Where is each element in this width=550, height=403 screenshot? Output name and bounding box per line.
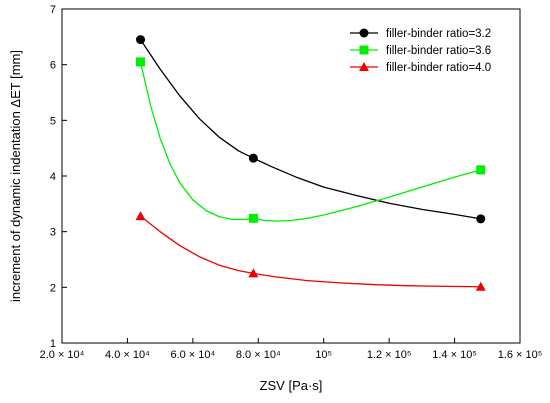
x-axis-ticks: 2.0 × 10⁴ 4.0 × 10⁴ 6.0 × 10⁴ 8.0 × 10⁴ 10⁵ 1… [40,338,543,361]
data-point [248,153,258,163]
data-point [248,268,259,278]
x-tick-label: 1.6 × 10⁵ [498,349,543,361]
series-line [139,61,481,222]
legend-marker [359,28,369,38]
plot-frame [61,8,521,344]
data-point [136,35,146,45]
x-tick-label: 2.0 × 10⁴ [40,349,85,361]
x-tick-label: 1.4 × 10⁵ [432,349,477,361]
y-axis-ticks: 1 2 3 4 5 6 7 [50,4,67,350]
legend-label: filler-binder ratio=3.6 [386,45,491,57]
plot-area [61,8,521,344]
legend-item: filler-binder ratio=3.6 [350,45,491,57]
x-axis-title: ZSV [Pa·s] [260,378,323,393]
legend-item: filler-binder ratio=3.2 [350,28,491,40]
data-point [476,165,486,175]
x-tick-label: 6.0 × 10⁴ [170,349,215,361]
x-tick-label: 10⁵ [315,349,332,361]
legend-item: filler-binder ratio=4.0 [350,62,491,74]
y-tick-label: 5 [50,115,56,127]
series-3 [135,211,486,291]
series-layer [135,35,486,291]
data-point [476,214,486,224]
series-line [139,39,481,220]
legend-marker [359,45,369,55]
y-axis-title: increment of dynamic indentation ΔET [mm… [8,50,23,302]
series-line [140,215,481,288]
y-tick-label: 1 [50,338,56,350]
legend-label: filler-binder ratio=4.0 [386,62,491,74]
legend: filler-binder ratio=3.2 filler-binder rat… [350,28,491,74]
legend-marker [359,62,369,71]
y-tick-label: 6 [50,60,56,72]
legend-label: filler-binder ratio=3.2 [386,28,491,40]
series-2 [136,57,486,223]
x-tick-label: 4.0 × 10⁴ [105,349,150,361]
y-tick-label: 3 [50,227,56,239]
data-point [475,281,486,291]
data-point [135,211,146,221]
y-tick-label: 4 [50,171,56,183]
y-tick-label: 7 [50,4,56,16]
series-1 [136,35,486,224]
y-tick-label: 2 [50,282,56,294]
data-point [136,57,146,67]
x-tick-label: 8.0 × 10⁴ [236,349,281,361]
data-point [248,213,258,223]
x-tick-label: 1.2 × 10⁵ [367,349,412,361]
